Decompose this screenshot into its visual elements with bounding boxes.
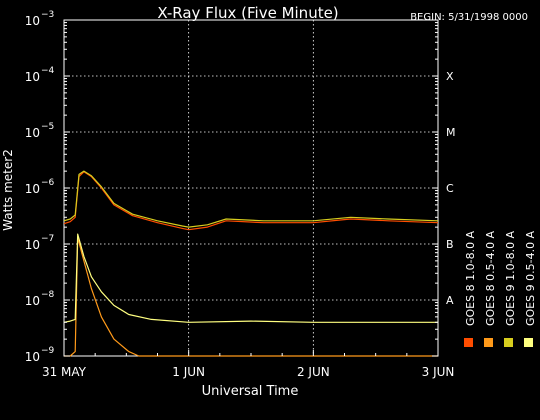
legend-label: GOES 8 0.5-4.0 A — [484, 230, 497, 326]
legend-label: GOES 8 1.0-8.0 A — [464, 230, 477, 326]
flare-class-label: C — [446, 182, 454, 195]
y-tick-label: 10 — [25, 70, 40, 84]
series-lines — [63, 170, 439, 357]
legend: GOES 8 1.0-8.0 A GOES 8 0.5-4.0 A GOES 9 1… — [464, 230, 537, 347]
y-tick-label: 10 — [25, 126, 40, 140]
flare-class-label: X — [446, 70, 454, 83]
y-tick-label: 10 — [25, 14, 40, 28]
x-tick-label: 2 JUN — [297, 365, 330, 379]
flare-class-label: M — [446, 126, 456, 139]
series-line — [63, 171, 439, 231]
series-line — [64, 237, 438, 357]
legend-swatch — [524, 338, 533, 347]
x-tick-label: 1 JUN — [172, 365, 205, 379]
legend-label: GOES 9 1.0-8.0 A — [504, 230, 517, 326]
flare-class-label: B — [446, 238, 454, 251]
series-line — [63, 233, 438, 323]
y-tick-exponent: −9 — [41, 346, 55, 356]
y-tick-exponent: −5 — [41, 122, 54, 132]
y-tick-label: 10 — [25, 350, 40, 364]
chart-title: X-Ray Flux (Five Minute) — [157, 4, 338, 22]
x-axis-label: Universal Time — [202, 384, 299, 399]
x-tick-label: 31 MAY — [42, 365, 87, 379]
series-line — [63, 170, 439, 228]
y-tick-exponent: −7 — [41, 234, 54, 244]
grid-lines — [64, 20, 438, 356]
y-tick-exponent: −4 — [41, 66, 55, 76]
x-tick-label: 3 JUN — [422, 365, 455, 379]
y-axis-label: Watts meter2 — [1, 149, 15, 231]
legend-swatch — [484, 338, 493, 347]
legend-label: GOES 9 0.5-4.0 A — [524, 230, 537, 326]
y-tick-label: 10 — [25, 294, 40, 308]
legend-swatch — [504, 338, 513, 347]
y-tick-exponent: −8 — [41, 290, 55, 300]
flare-class-label: A — [446, 294, 454, 307]
begin-label: BEGIN: 5/31/1998 0000 — [410, 12, 528, 23]
y-tick-exponent: −6 — [41, 178, 55, 188]
y-tick-label: 10 — [25, 182, 40, 196]
legend-swatch — [464, 338, 473, 347]
y-tick-exponent: −3 — [41, 10, 54, 20]
y-tick-label: 10 — [25, 238, 40, 252]
